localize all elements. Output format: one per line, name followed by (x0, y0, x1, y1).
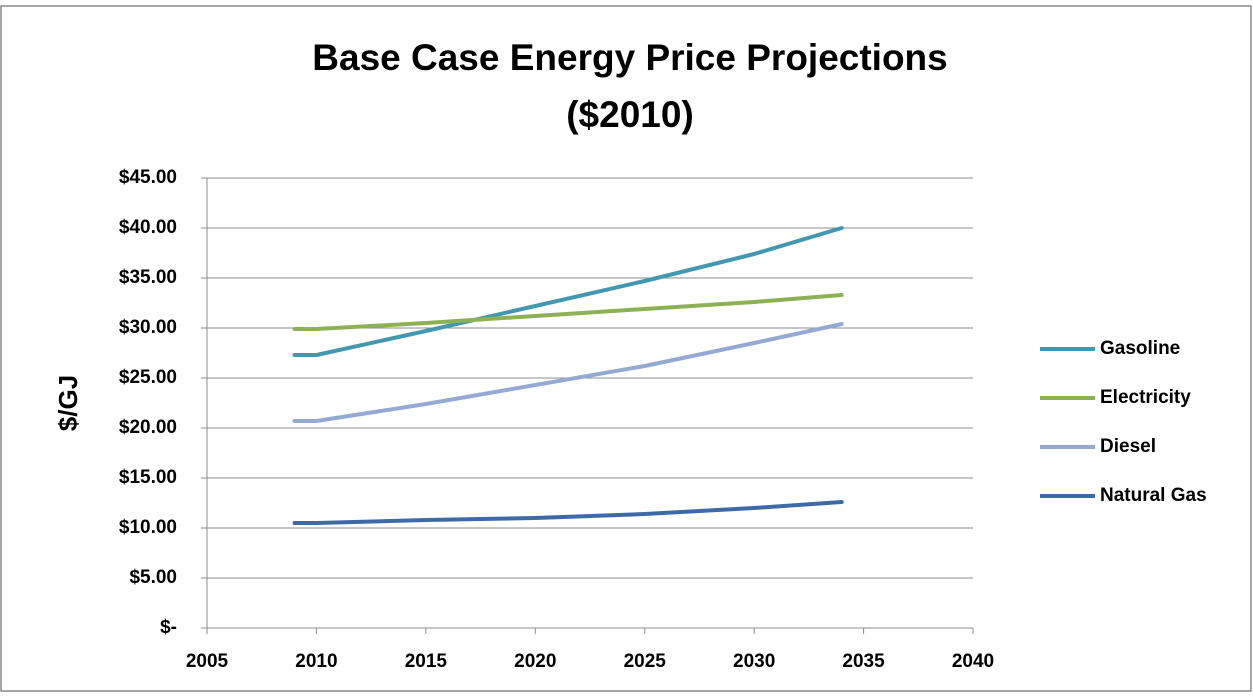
chart-title: Base Case Energy Price Projections (312, 37, 947, 78)
y-tick-label: $30.00 (119, 317, 177, 338)
y-tick-label: $45.00 (119, 167, 177, 188)
y-tick-label: $25.00 (119, 367, 177, 388)
y-tick-label: $15.00 (119, 467, 177, 488)
y-tick-label: $10.00 (119, 517, 177, 538)
series-line (292, 293, 844, 331)
x-tick-label: 2015 (405, 651, 448, 672)
x-tick-label: 2030 (733, 651, 775, 672)
x-tick-label: 2005 (186, 651, 229, 672)
y-axis-label: $/GJ (53, 375, 83, 431)
y-tick-label: $35.00 (119, 267, 177, 288)
y-tick-label: $20.00 (119, 417, 177, 438)
series-line (292, 322, 844, 423)
y-tick-label: $5.00 (129, 567, 177, 588)
series-line (292, 226, 844, 357)
x-tick-label: 2025 (624, 651, 667, 672)
y-tick-label: $- (160, 617, 177, 638)
x-tick-label: 2035 (842, 651, 885, 672)
legend-label: Natural Gas (1100, 485, 1207, 506)
y-tick-label: $40.00 (119, 217, 177, 238)
legend-label: Diesel (1100, 436, 1156, 457)
x-tick-label: 2020 (514, 651, 556, 672)
x-tick-label: 2040 (952, 651, 994, 672)
chart-title: ($2010) (566, 94, 694, 135)
series-line (292, 500, 844, 525)
legend-label: Gasoline (1100, 338, 1180, 359)
legend-label: Electricity (1100, 387, 1191, 408)
x-tick-label: 2010 (295, 651, 337, 672)
